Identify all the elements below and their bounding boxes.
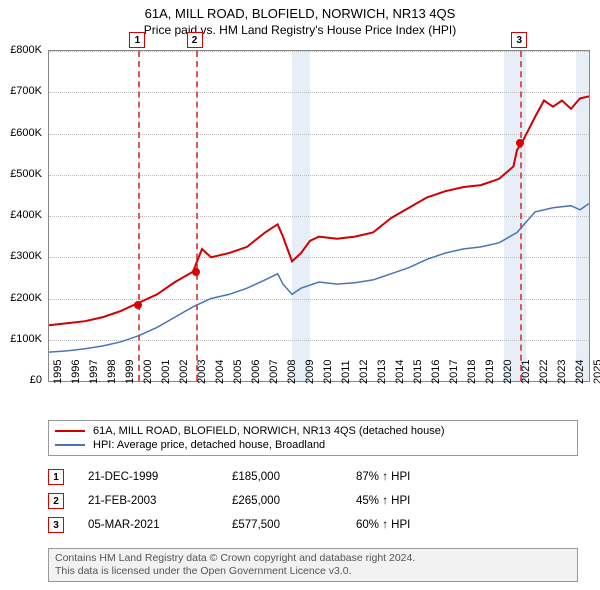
line-layer: [49, 51, 589, 381]
y-tick-label: £500K: [10, 168, 42, 180]
y-tick-label: £600K: [10, 127, 42, 139]
legend-label: HPI: Average price, detached house, Broa…: [93, 439, 325, 451]
y-tick-label: £200K: [10, 292, 42, 304]
legend-swatch: [55, 430, 85, 432]
plot-rect: [48, 50, 590, 382]
x-tick-label: 2023: [556, 360, 568, 384]
x-tick-label: 2015: [412, 360, 424, 384]
license-line-2: This data is licensed under the Open Gov…: [55, 565, 571, 578]
chart-title: 61A, MILL ROAD, BLOFIELD, NORWICH, NR13 …: [0, 0, 600, 21]
callout-row-pct: 60% ↑ HPI: [356, 519, 466, 531]
x-tick-label: 2007: [268, 360, 280, 384]
callout-row-price: £577,500: [232, 519, 332, 531]
y-tick-label: £700K: [10, 85, 42, 97]
callout-row-date: 21-DEC-1999: [88, 471, 208, 483]
sale-marker: [192, 268, 200, 276]
x-tick-label: 2019: [484, 360, 496, 384]
chart-subtitle: Price paid vs. HM Land Registry's House …: [0, 21, 600, 37]
license-box: Contains HM Land Registry data © Crown c…: [48, 548, 578, 582]
chart-area: £0£100K£200K£300K£400K£500K£600K£700K£80…: [48, 50, 588, 410]
callout-row-number: 2: [48, 493, 64, 509]
x-tick-label: 2009: [304, 360, 316, 384]
callout-row-date: 05-MAR-2021: [88, 519, 208, 531]
legend-label: 61A, MILL ROAD, BLOFIELD, NORWICH, NR13 …: [93, 425, 445, 437]
callout-row-pct: 87% ↑ HPI: [356, 471, 466, 483]
y-tick-label: £300K: [10, 250, 42, 262]
x-tick-label: 2020: [502, 360, 514, 384]
callout-number-box: 2: [187, 32, 203, 48]
callout-number-box: 3: [511, 32, 527, 48]
callout-row: 2 21-FEB-2003 £265,000 45% ↑ HPI: [48, 489, 578, 513]
callout-row-price: £185,000: [232, 471, 332, 483]
legend-item: HPI: Average price, detached house, Broa…: [55, 438, 571, 452]
x-tick-label: 2016: [430, 360, 442, 384]
callout-row-pct: 45% ↑ HPI: [356, 495, 466, 507]
legend: 61A, MILL ROAD, BLOFIELD, NORWICH, NR13 …: [48, 420, 578, 456]
x-tick-label: 2008: [286, 360, 298, 384]
callout-row-number: 1: [48, 469, 64, 485]
y-tick-label: £0: [30, 374, 42, 386]
x-tick-label: 2011: [340, 360, 352, 384]
callout-row: 1 21-DEC-1999 £185,000 87% ↑ HPI: [48, 465, 578, 489]
y-tick-label: £400K: [10, 209, 42, 221]
license-line-1: Contains HM Land Registry data © Crown c…: [55, 552, 571, 565]
x-tick-label: 2024: [574, 360, 586, 384]
y-tick-label: £800K: [10, 44, 42, 56]
callout-row: 3 05-MAR-2021 £577,500 60% ↑ HPI: [48, 513, 578, 537]
callout-table: 1 21-DEC-1999 £185,000 87% ↑ HPI 2 21-FEB-200…: [48, 465, 578, 537]
callout-row-date: 21-FEB-2003: [88, 495, 208, 507]
sale-marker: [516, 139, 524, 147]
x-tick-label: 2000: [142, 360, 154, 384]
x-tick-label: 1997: [88, 360, 100, 384]
series-hpi: [49, 204, 589, 353]
x-tick-label: 2013: [376, 360, 388, 384]
x-tick-label: 1999: [124, 360, 136, 384]
chart-container: 61A, MILL ROAD, BLOFIELD, NORWICH, NR13 …: [0, 0, 600, 590]
sale-marker: [134, 301, 142, 309]
x-tick-label: 2006: [250, 360, 262, 384]
x-tick-label: 1996: [70, 360, 82, 384]
x-tick-label: 2002: [178, 360, 190, 384]
x-tick-label: 2022: [538, 360, 550, 384]
x-tick-label: 2010: [322, 360, 334, 384]
legend-swatch: [55, 444, 85, 446]
x-tick-label: 2025: [592, 360, 600, 384]
callout-row-price: £265,000: [232, 495, 332, 507]
x-tick-label: 2021: [520, 360, 532, 384]
callout-number-box: 1: [129, 32, 145, 48]
x-tick-label: 2012: [358, 360, 370, 384]
callout-row-number: 3: [48, 517, 64, 533]
series-price_paid: [49, 96, 589, 325]
x-tick-label: 2018: [466, 360, 478, 384]
legend-item: 61A, MILL ROAD, BLOFIELD, NORWICH, NR13 …: [55, 424, 571, 438]
y-tick-label: £100K: [10, 333, 42, 345]
x-tick-label: 2003: [196, 360, 208, 384]
x-tick-label: 2017: [448, 360, 460, 384]
x-tick-label: 2005: [232, 360, 244, 384]
x-tick-label: 2001: [160, 360, 172, 384]
x-tick-label: 2014: [394, 360, 406, 384]
x-tick-label: 1998: [106, 360, 118, 384]
x-tick-label: 2004: [214, 360, 226, 384]
x-tick-label: 1995: [52, 360, 64, 384]
